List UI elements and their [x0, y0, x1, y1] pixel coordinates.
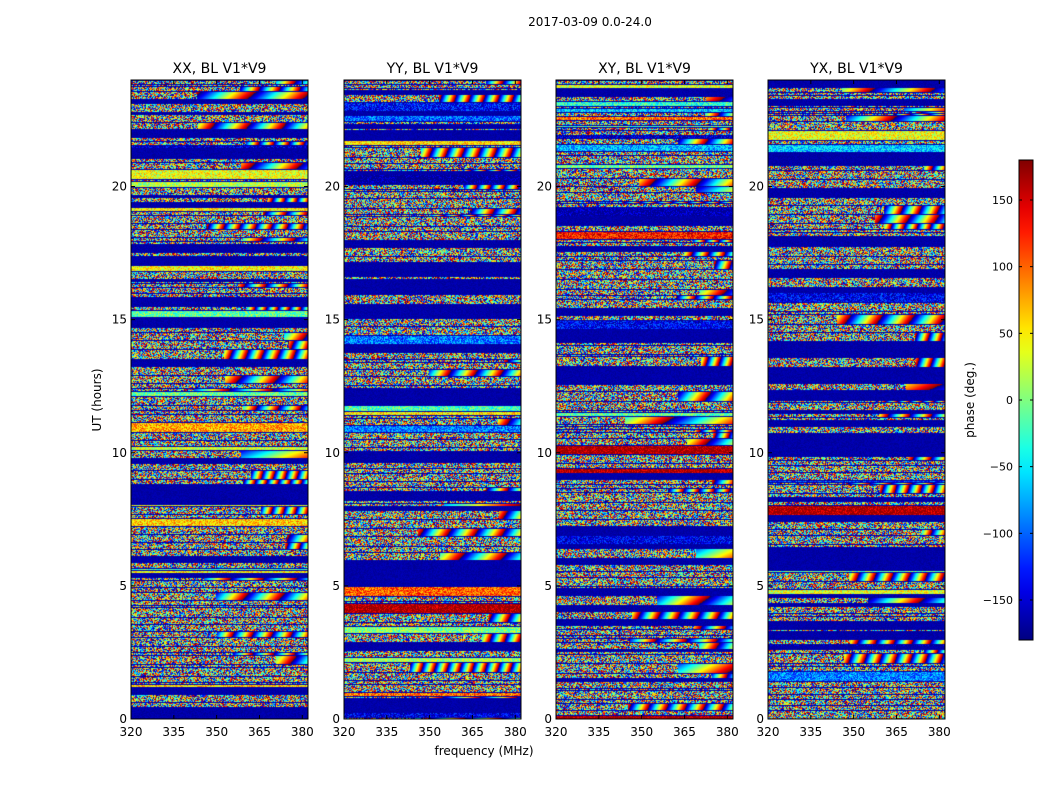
colorbar-tick-label: 100	[992, 261, 1013, 274]
plot-frame	[767, 79, 946, 720]
y-tick-label: 15	[325, 313, 340, 327]
x-tick-label: 380	[716, 725, 739, 739]
y-tick-label: 20	[112, 180, 127, 194]
x-axis-label: frequency (MHz)	[434, 744, 533, 758]
y-tick-label: 10	[325, 446, 340, 460]
y-tick-label: 15	[112, 313, 127, 327]
panel-4: YX, BL V1*V9 320 335 350 365 380 0 5 10 15 20	[749, 61, 951, 739]
x-tick-label: 350	[418, 725, 441, 739]
phase-heatmap	[131, 80, 308, 719]
colorbar-label: phase (deg.)	[963, 362, 977, 438]
x-tick-label: 320	[120, 725, 143, 739]
x-tick-label: 365	[673, 725, 696, 739]
x-tick-label: 320	[333, 725, 356, 739]
y-tick-label: 10	[749, 446, 764, 460]
y-tick-label: 20	[325, 180, 340, 194]
colorbar-tick-label: −150	[983, 594, 1013, 607]
y-tick-label: 15	[749, 313, 764, 327]
x-tick-label: 350	[842, 725, 865, 739]
colorbar-tick-label: 150	[992, 194, 1013, 207]
x-tick-label: 365	[461, 725, 484, 739]
y-tick-label: 0	[544, 712, 552, 726]
y-tick-label: 5	[756, 579, 764, 593]
y-tick-label: 20	[537, 180, 552, 194]
colorbar-tick-label: −50	[990, 461, 1013, 474]
phase-heatmap	[344, 80, 521, 719]
colorbar-tick-label: 50	[999, 327, 1013, 340]
x-tick-label: 335	[587, 725, 610, 739]
plot-frame	[130, 79, 309, 720]
x-tick-label: 350	[630, 725, 653, 739]
panel-title: YX, BL V1*V9	[809, 61, 903, 77]
x-tick-label: 335	[375, 725, 398, 739]
colorbar-tick-label: 0	[1006, 394, 1013, 407]
phase-heatmap	[768, 80, 945, 719]
x-tick-label: 320	[545, 725, 568, 739]
y-tick-label: 10	[112, 446, 127, 460]
panel-1: XX, BL V1*V9 320 335 350 365 380 0 5 10 15 20	[112, 61, 314, 739]
y-axis-label: UT (hours)	[90, 368, 104, 431]
x-tick-label: 365	[885, 725, 908, 739]
x-tick-label: 380	[928, 725, 951, 739]
x-tick-label: 350	[205, 725, 228, 739]
x-tick-label: 380	[291, 725, 314, 739]
x-tick-label: 365	[248, 725, 271, 739]
panel-3: XY, BL V1*V9 320 335 350 365 380 0 5 10 15 20	[537, 61, 739, 739]
panel-title: XX, BL V1*V9	[173, 61, 267, 77]
colorbar-tick-label: −100	[983, 527, 1013, 540]
y-tick-label: 5	[332, 579, 340, 593]
y-tick-label: 20	[749, 180, 764, 194]
panel-2: YY, BL V1*V9 320 335 350 365 380 0 5 10 15 20	[325, 61, 527, 739]
suptitle: 2017-03-09 0.0-24.0	[528, 15, 652, 29]
y-tick-label: 0	[756, 712, 764, 726]
x-tick-label: 320	[757, 725, 780, 739]
panel-title: YY, BL V1*V9	[386, 61, 479, 77]
x-tick-label: 335	[799, 725, 822, 739]
y-tick-label: 10	[537, 446, 552, 460]
y-tick-label: 15	[537, 313, 552, 327]
plot-frame	[555, 79, 734, 720]
y-tick-label: 5	[119, 579, 127, 593]
panel-title: XY, BL V1*V9	[598, 61, 691, 77]
phase-heatmap	[556, 80, 733, 719]
x-tick-label: 335	[162, 725, 185, 739]
y-tick-label: 0	[119, 712, 127, 726]
x-tick-label: 380	[504, 725, 527, 739]
colorbar: 150 100 50 0 −50 −100 −150	[983, 159, 1034, 641]
y-tick-label: 5	[544, 579, 552, 593]
plot-frame	[343, 79, 522, 720]
y-tick-label: 0	[332, 712, 340, 726]
